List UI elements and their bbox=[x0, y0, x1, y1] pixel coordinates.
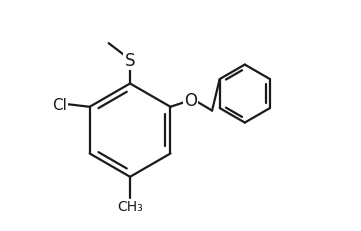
Text: O: O bbox=[184, 92, 197, 110]
Text: CH₃: CH₃ bbox=[117, 200, 143, 213]
Text: Cl: Cl bbox=[52, 97, 67, 112]
Text: S: S bbox=[125, 51, 135, 69]
